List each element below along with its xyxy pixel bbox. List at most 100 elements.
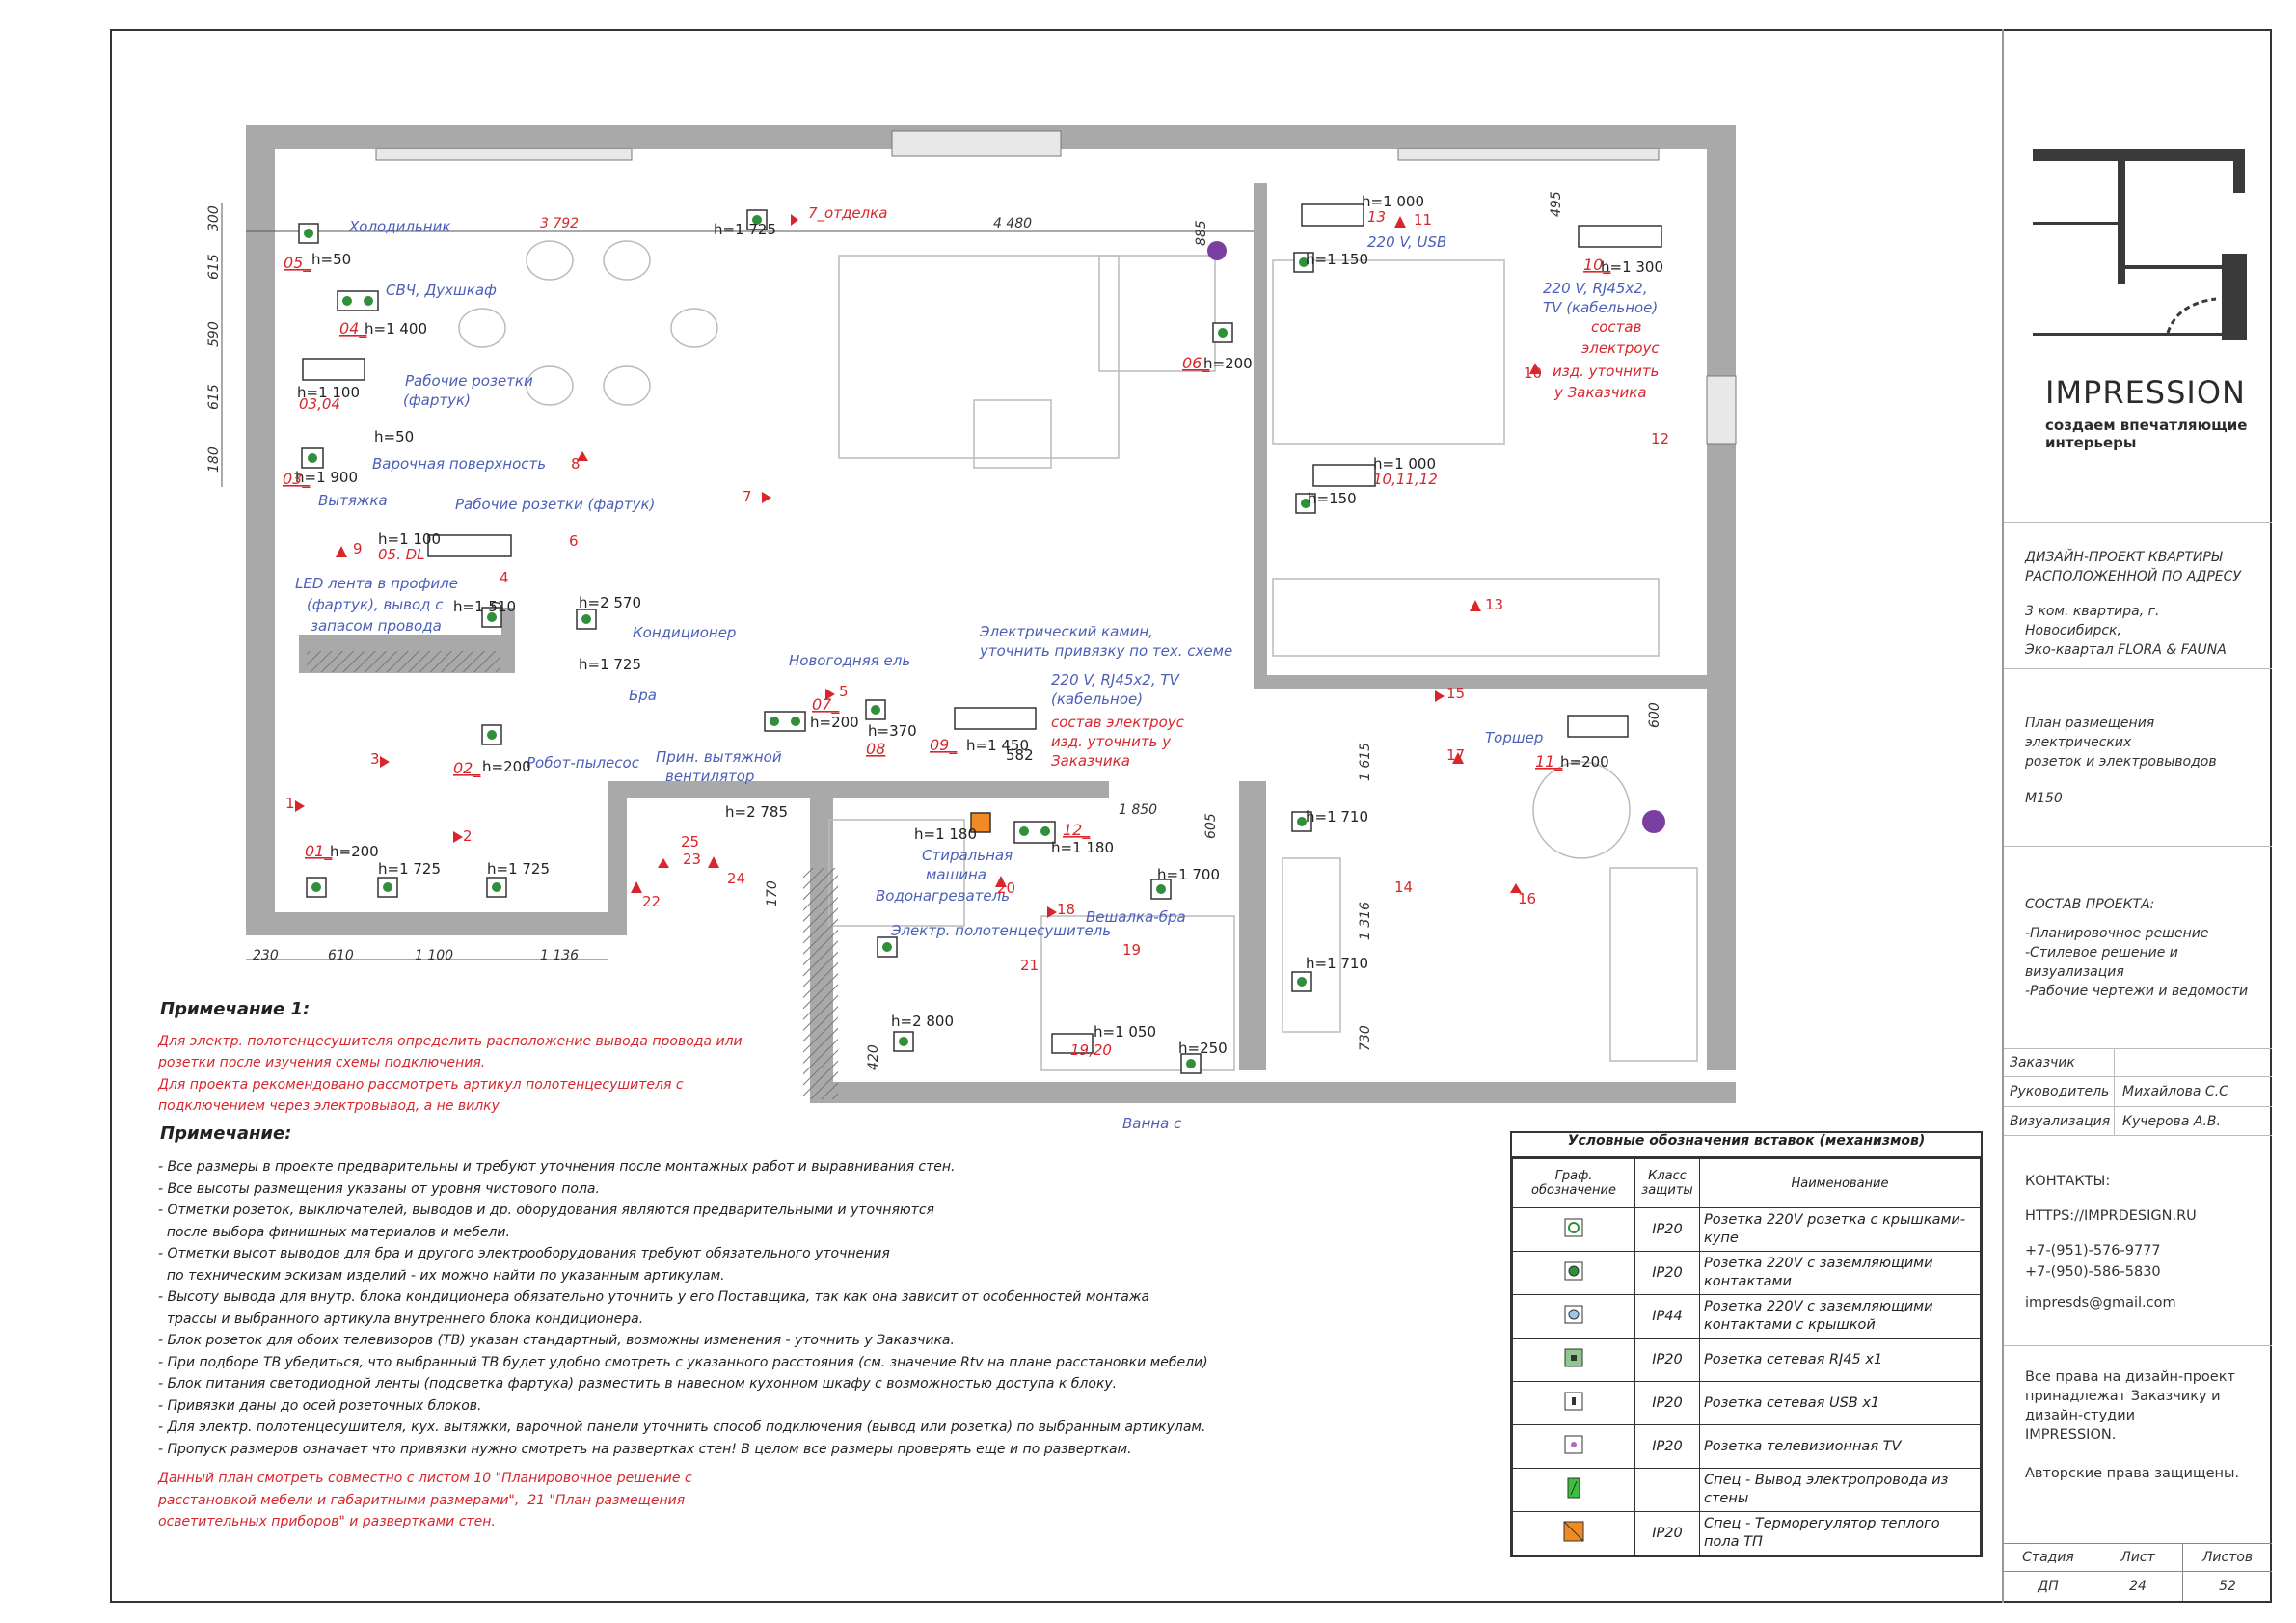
height-12: h=1 180	[1051, 839, 1114, 856]
brand-name: IMPRESSION	[2045, 374, 2246, 411]
socket-ground-icon	[1564, 1261, 1583, 1281]
room-num-9: 9	[353, 540, 363, 557]
height-bed-2: h=1 000	[1373, 455, 1436, 473]
note2-line: трассы и выбранного артикула внутреннего…	[158, 1311, 644, 1327]
project-line: РАСПОЛОЖЕННОЙ ПО АДРЕСУ	[2025, 569, 2241, 584]
dim-bottom-1: 230	[253, 948, 279, 963]
height-sconce-2: h=1 725	[487, 860, 550, 878]
rights-line: принадлежат Заказчику и	[2025, 1389, 2221, 1404]
label-vent-2: вентилятор	[665, 768, 754, 785]
label-composition-7: у Заказчика	[1553, 384, 1647, 401]
phone-2[interactable]: +7-(950)-586-5830	[2025, 1264, 2161, 1280]
room-num-2: 2	[463, 827, 473, 845]
height-bed-sconce-2: h=150	[1308, 490, 1357, 507]
legend-name: Спец - Вывод электропровода из стены	[1699, 1468, 1981, 1512]
socket-lid-icon	[1564, 1218, 1583, 1237]
socket-blocks	[298, 203, 1662, 1074]
label-fireplace-2: уточнить привязку по тех. схеме	[979, 642, 1232, 660]
label-microwave: СВЧ, Духшкаф	[386, 282, 497, 299]
label-bath-2: гидромассажем	[1076, 1134, 1199, 1138]
note1-title: Примечание 1:	[160, 999, 311, 1019]
room-num-3: 3	[370, 750, 380, 768]
phone-1[interactable]: +7-(951)-576-9777	[2025, 1243, 2161, 1258]
height-sconce-1: h=1 725	[378, 860, 441, 878]
height-10: h=1 300	[1601, 258, 1663, 276]
role-name: Михайлова С.С	[2122, 1084, 2228, 1099]
marker-02: 02_	[453, 759, 481, 778]
legend-name: Розетка сетевая USB x1	[1699, 1381, 1981, 1425]
marker-04: 04_	[339, 319, 367, 338]
label-washer-2: машина	[926, 866, 986, 883]
height-05: h=50	[311, 251, 351, 268]
tv-icon	[1564, 1435, 1583, 1454]
label-conditioner: Кондиционер	[633, 624, 736, 641]
dim-left-4: 615	[206, 384, 222, 410]
role-label: Заказчик	[2004, 1049, 2115, 1076]
label-sconce: Бра	[629, 687, 657, 704]
brand-tagline-1: создаем впечатляющие	[2045, 417, 2248, 434]
legend-row: IP20 Розетка сетевая RJ45 x1	[1512, 1338, 1981, 1382]
stage-value-row: ДП 24 52	[2004, 1572, 2272, 1601]
room-num-12: 12	[1651, 430, 1669, 447]
note2-line: - Для электр. полотенцесушителя, кух. вы…	[158, 1420, 1206, 1435]
label-led-3: запасом провода	[311, 617, 442, 635]
room-num-14: 14	[1394, 879, 1413, 896]
composition-item: -Рабочие чертежи и ведомости	[2025, 984, 2249, 999]
rights-section: Все права на дизайн-проект принадлежат З…	[2004, 1346, 2272, 1560]
note1-line: подключением через электровывод, а не ви…	[158, 1098, 500, 1114]
note1-line: Для проекта рекомендовано рассмотреть ар…	[158, 1076, 684, 1093]
legend-table: Условные обозначения вставок (механизмов…	[1510, 1131, 1983, 1557]
sheet-title-section: План размещения электрических розеток и …	[2004, 669, 2272, 847]
email-link[interactable]: impresds@gmail.com	[2025, 1295, 2176, 1311]
label-composition-3: Заказчика	[1051, 752, 1130, 770]
label-vent-1: Прин. вытяжной	[656, 748, 782, 766]
note1-line: розетки после изучения схемы подключения…	[158, 1055, 486, 1070]
dim-misc-1615: 1 615	[1358, 743, 1373, 781]
label-work-sockets: Рабочие розетки	[405, 372, 533, 390]
stage-table: Стадия Лист Листов ДП 24 52	[2004, 1543, 2272, 1602]
dim-left-1: 300	[206, 205, 222, 231]
note2-red-line: расстановкой мебели и габаритными размер…	[158, 1492, 686, 1508]
note2-red-line: Данный план смотреть совместно с листом …	[158, 1471, 692, 1486]
room-triangles	[295, 214, 1541, 918]
rights-protected: Авторские права защищены.	[2025, 1466, 2240, 1481]
composition-section: СОСТАВ ПРОЕКТА: -Планировочное решение -…	[2004, 847, 2272, 1049]
note1-line: Для электр. полотенцесушителя определить…	[158, 1033, 743, 1049]
marker-07: 07_	[812, 695, 840, 715]
label-composition-2: изд. уточнить у	[1051, 733, 1172, 750]
legend-caption: Условные обозначения вставок (механизмов…	[1512, 1133, 1981, 1158]
room-num-22: 22	[642, 893, 661, 910]
note2-line: - При подборе ТВ убедиться, что выбранны…	[158, 1354, 1208, 1370]
room-num-4: 4	[500, 569, 509, 586]
dim-misc-605: 605	[1203, 813, 1219, 839]
label-fridge: Холодильник	[348, 218, 450, 235]
label-hob: Варочная поверхность	[372, 455, 546, 473]
legend-class: IP20	[1634, 1207, 1700, 1252]
height-sconce-r1: h=1 710	[1306, 808, 1368, 825]
legend-row: IP44 Розетка 220V с заземляющими контакт…	[1512, 1294, 1981, 1339]
room-num-13: 13	[1485, 596, 1503, 613]
room-num-23: 23	[683, 851, 701, 868]
height-work: h=1 100	[297, 384, 360, 401]
room-num-7: 7	[743, 488, 752, 505]
sheets-head: Листов	[2201, 1550, 2254, 1565]
thermostat-icon	[1563, 1521, 1584, 1542]
note2-line: - Высоту вывода для внутр. блока кондици…	[158, 1289, 1150, 1305]
marker-10: 10_	[1583, 256, 1611, 275]
room-num-582: 582	[1006, 746, 1034, 764]
floor-plan: 3 792 4 480 300 615 590 615 180 230 610 …	[206, 125, 1737, 1138]
rj45-icon	[1564, 1348, 1583, 1367]
note2-line: - Пропуск размеров означает что привязки…	[158, 1441, 1132, 1457]
legend-class	[1634, 1468, 1700, 1512]
usb-icon	[1564, 1392, 1583, 1411]
marker-11: 11_	[1535, 752, 1563, 771]
sheet-frame	[110, 29, 2272, 1603]
height-bath: h=250	[1178, 1040, 1228, 1057]
note2-line: - Блок питания светодиодной ленты (подсв…	[158, 1376, 1118, 1392]
stage-value: ДП	[2004, 1572, 2093, 1601]
note2-line: - Отметки высот выводов для бра и другог…	[158, 1246, 890, 1261]
dim-misc-1316: 1 316	[1358, 902, 1373, 940]
site-link[interactable]: HTTPS://IMPRDESIGN.RU	[2025, 1208, 2197, 1224]
dim-bottom-2: 610	[328, 948, 354, 963]
label-13: 13	[1367, 208, 1386, 226]
